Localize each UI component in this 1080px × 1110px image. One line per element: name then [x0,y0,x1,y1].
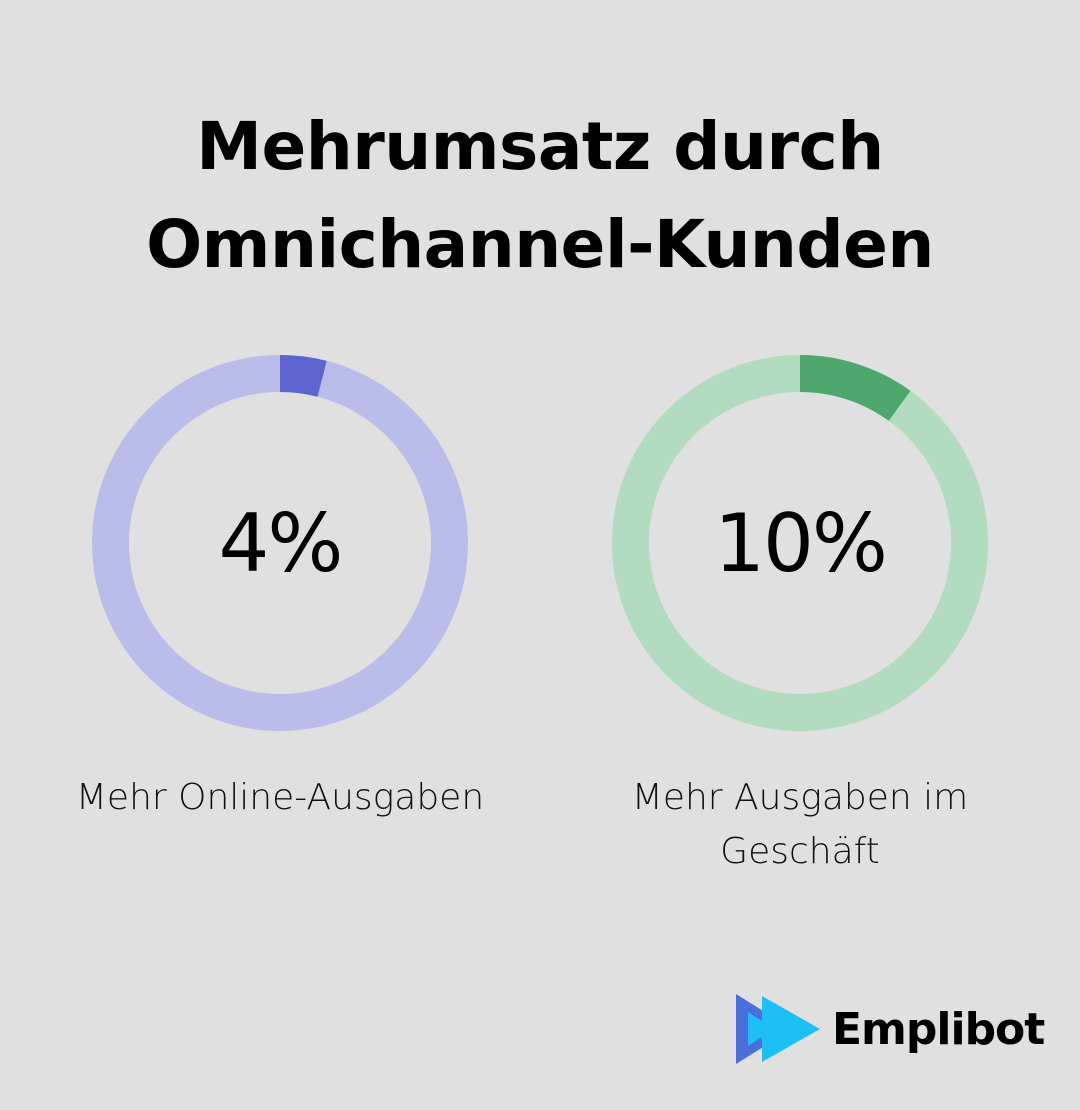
label-line: Mehr Online-Ausgaben [75,777,485,818]
donut-online-label: Mehr Online-Ausgaben [60,771,500,825]
donut-store-label: Mehr Ausgaben im Geschäft [580,771,1020,879]
donut-store-ring [612,355,988,731]
label-line-2: Geschäft [720,831,880,872]
donut-online-value: 4% [218,496,344,590]
chart-title: Mehrumsatz durch Omnichannel-Kunden [0,98,1080,294]
donut-store: 10% [612,355,988,731]
label-line-1: Mehr Ausgaben im [631,777,969,818]
emplibot-logo: Emplibot [736,994,1045,1064]
title-line-2: Omnichannel-Kunden [146,206,934,283]
logo-text: Emplibot [832,1003,1045,1055]
donut-store-value: 10% [714,496,888,590]
double-play-arrow-icon [736,994,820,1064]
title-line-1: Mehrumsatz durch [196,108,884,185]
donut-online-ring [92,355,468,731]
donut-online: 4% [92,355,468,731]
